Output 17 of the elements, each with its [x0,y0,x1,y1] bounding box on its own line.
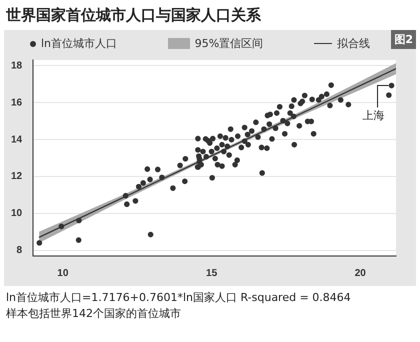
text: ln首位城市人口=1.7176+0.7601*ln国家人口 R-squared = 0.8464 [6,290,351,306]
text: 95%置信区间 [194,36,264,51]
y-tick-label: 16 [11,97,23,108]
y-tick-label: 10 [11,208,23,220]
x-tick-label: 20 [354,268,366,279]
x-tick-label: 15 [206,268,218,279]
text: 样本包括世界142个国家的首位城市 [6,306,182,322]
x-tick-label: 10 [57,268,69,279]
chart-title: 世界国家首位城市人口与国家人口关系 [6,6,261,25]
legend-label: ln首位城市人口 [41,36,118,51]
annotation: 上海 [362,108,385,122]
y-tick-label: 12 [11,171,23,182]
y-tick-label: 8 [16,245,23,256]
y-tick-label: 14 [11,134,23,146]
caption: 图2 [391,30,416,49]
y-tick-label: 18 [11,60,23,72]
legend-label: 拟合线 [336,36,370,51]
